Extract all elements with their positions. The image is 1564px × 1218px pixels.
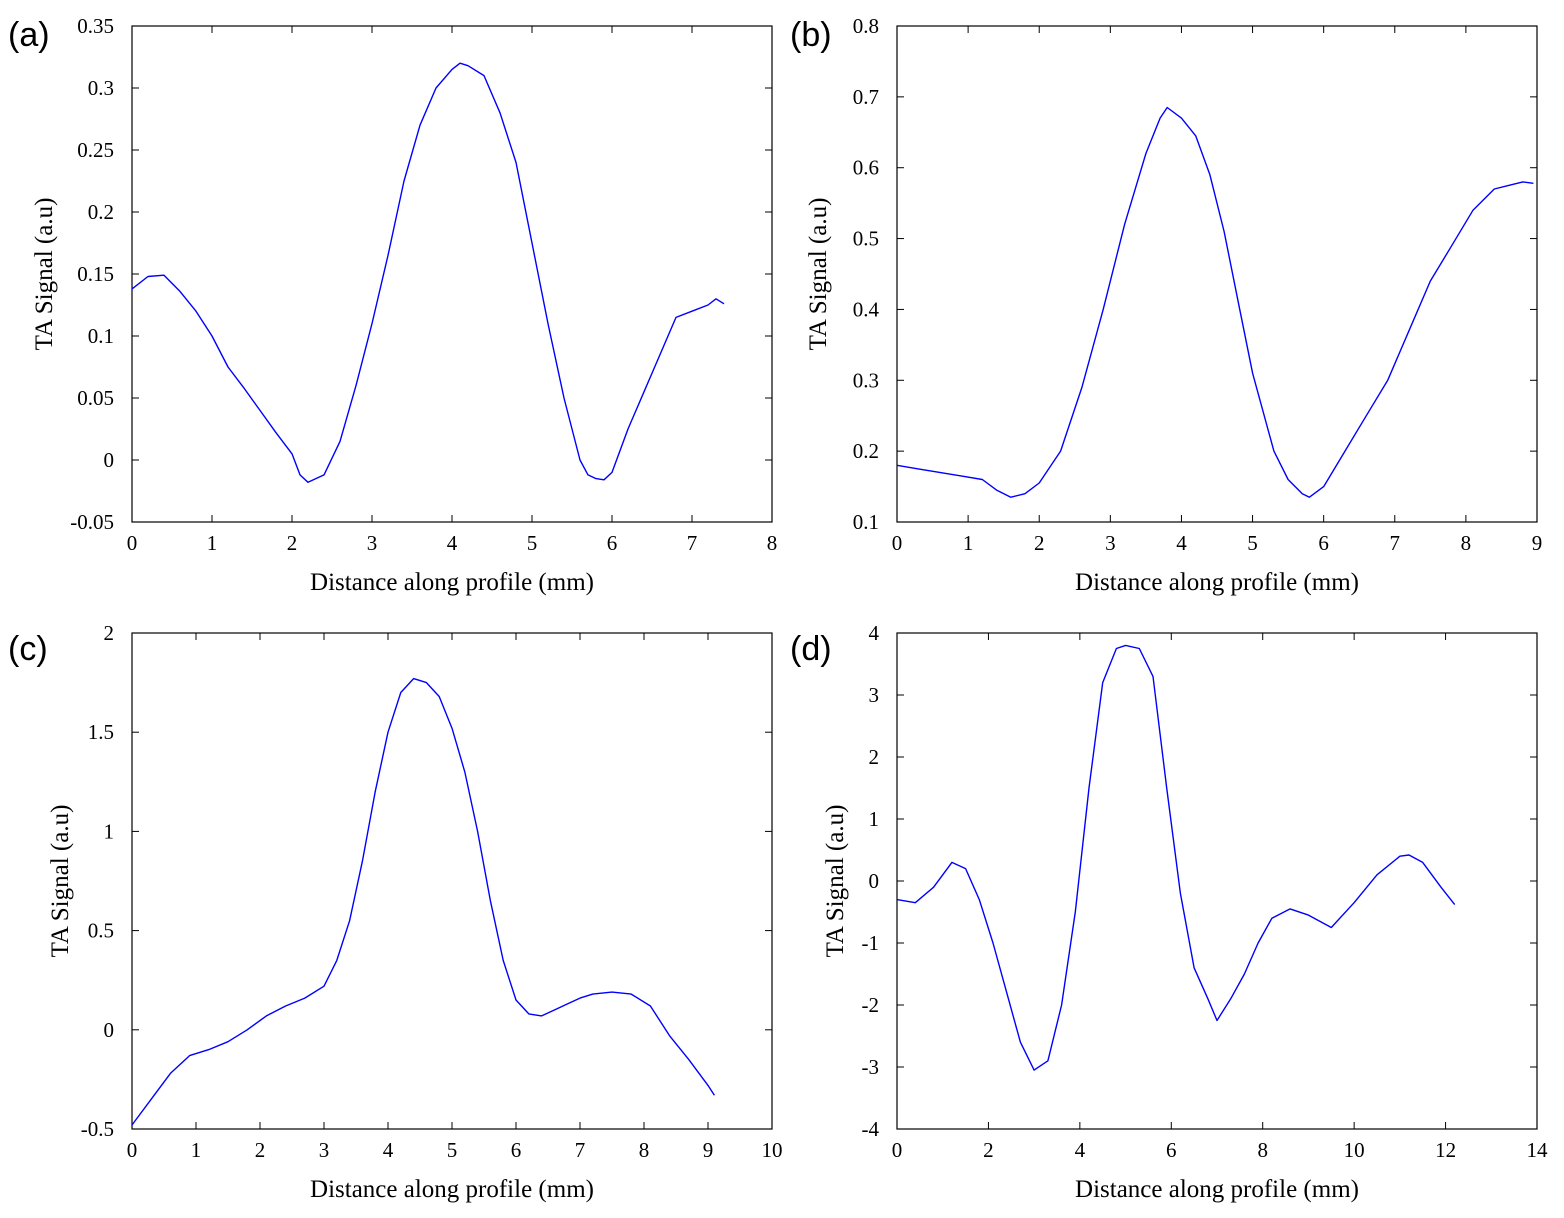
- y-tick-label: 0.7: [853, 85, 879, 109]
- chart-panel-1: (a) 0 1 2 3 4 5 6 7 8 -0.05 0 0.05 0.1 0.15 0.2 0.25 0.3 0…: [8, 14, 777, 596]
- x-tick-label: 1: [963, 531, 974, 555]
- y-tick-label: 0.3: [88, 76, 114, 100]
- y-tick-label: 0.15: [77, 262, 114, 286]
- x-tick-label: 8: [639, 1138, 650, 1162]
- y-tick-label: 1: [869, 807, 880, 831]
- y-tick-label: 0: [104, 448, 115, 472]
- x-tick-label: 2: [255, 1138, 266, 1162]
- x-tick-label: 3: [319, 1138, 330, 1162]
- chart-panel-3: (c) 0 1 2 3 4 5 6 7 8 9 10 -0.5 0 0.5 1 1.5 2 Distance alo…: [8, 621, 783, 1203]
- x-tick-label: 2: [983, 1138, 994, 1162]
- y-axis-title: TA Signal (a.u): [822, 805, 849, 958]
- x-tick-label: 9: [703, 1138, 714, 1162]
- y-tick-label: 0.6: [853, 156, 879, 180]
- plot-frame: [131, 632, 773, 1130]
- x-tick-label: 10: [762, 1138, 783, 1162]
- x-tick-label: 8: [1461, 531, 1472, 555]
- y-tick-label: 1.5: [88, 720, 114, 744]
- x-tick-label: 1: [191, 1138, 202, 1162]
- y-tick-label: -0.5: [81, 1117, 114, 1141]
- y-tick-label: 3: [869, 683, 880, 707]
- x-tick-label: 6: [1318, 531, 1329, 555]
- y-tick-label: 0: [104, 1018, 115, 1042]
- x-tick-label: 4: [1176, 531, 1187, 555]
- x-axis-title: Distance along profile (mm): [1075, 1176, 1359, 1203]
- x-tick-label: 6: [1166, 1138, 1177, 1162]
- x-tick-label: 10: [1344, 1138, 1365, 1162]
- y-tick-label: 0: [869, 869, 880, 893]
- x-tick-label: 8: [1257, 1138, 1268, 1162]
- x-tick-label: 3: [367, 531, 378, 555]
- y-tick-label: -4: [862, 1117, 880, 1141]
- x-tick-label: 6: [511, 1138, 522, 1162]
- y-tick-label: 0.5: [88, 919, 114, 943]
- y-tick-label: 0.1: [88, 324, 114, 348]
- y-tick-label: 4: [869, 621, 880, 645]
- y-tick-label: -3: [862, 1055, 880, 1079]
- y-tick-label: 0.8: [853, 14, 879, 38]
- panel-label: (c): [8, 630, 48, 668]
- y-tick-label: 0.05: [77, 386, 114, 410]
- panel-label: (a): [8, 16, 50, 54]
- x-tick-label: 2: [1034, 531, 1045, 555]
- x-tick-label: 4: [1075, 1138, 1086, 1162]
- series-line: [896, 644, 1456, 1071]
- x-tick-label: 7: [687, 531, 698, 555]
- y-tick-label: 0.2: [853, 439, 879, 463]
- y-tick-label: 0.25: [77, 138, 114, 162]
- y-tick-label: -1: [862, 931, 880, 955]
- x-tick-label: 0: [892, 1138, 903, 1162]
- x-tick-label: 5: [447, 1138, 458, 1162]
- y-tick-label: 0.1: [853, 510, 879, 534]
- x-tick-label: 7: [1390, 531, 1401, 555]
- y-tick-label: 0.35: [77, 14, 114, 38]
- x-tick-label: 6: [607, 531, 618, 555]
- x-tick-label: 4: [447, 531, 458, 555]
- x-tick-label: 5: [1247, 531, 1258, 555]
- chart-panel-2: (b) 0 1 2 3 4 5 6 7 8 9 0.1 0.2 0.3 0.4 0.5 0.6 0.7 0.8 Dis…: [790, 14, 1542, 596]
- y-tick-label: -2: [862, 993, 880, 1017]
- x-tick-label: 3: [1105, 531, 1116, 555]
- x-axis-title: Distance along profile (mm): [1075, 569, 1359, 596]
- series-line: [131, 677, 715, 1126]
- x-axis-title: Distance along profile (mm): [310, 569, 594, 596]
- x-tick-label: 1: [207, 531, 218, 555]
- x-tick-label: 7: [575, 1138, 586, 1162]
- y-tick-label: 0.4: [853, 297, 880, 321]
- y-axis-title: TA Signal (a.u): [47, 805, 74, 958]
- panel-label: (d): [790, 630, 832, 668]
- series-line: [896, 106, 1534, 498]
- y-tick-label: 0.5: [853, 227, 879, 251]
- x-tick-label: 0: [127, 1138, 138, 1162]
- plot-frame: [896, 632, 1538, 1130]
- x-tick-label: 12: [1435, 1138, 1456, 1162]
- x-tick-label: 9: [1532, 531, 1543, 555]
- x-tick-label: 2: [287, 531, 298, 555]
- x-tick-label: 14: [1527, 1138, 1549, 1162]
- x-tick-label: 4: [383, 1138, 394, 1162]
- y-tick-label: 1: [104, 819, 115, 843]
- plot-frame: [896, 25, 1538, 523]
- y-axis-title: TA Signal (a.u): [805, 198, 832, 351]
- y-tick-label: 0.2: [88, 200, 114, 224]
- x-tick-label: 0: [892, 531, 903, 555]
- y-axis-title: TA Signal (a.u): [31, 198, 58, 351]
- x-tick-label: 0: [127, 531, 138, 555]
- y-tick-label: 2: [869, 745, 880, 769]
- y-tick-label: -0.05: [70, 510, 114, 534]
- series-line: [131, 62, 725, 483]
- x-axis-title: Distance along profile (mm): [310, 1176, 594, 1203]
- y-tick-label: 0.3: [853, 368, 879, 392]
- plot-frame: [131, 25, 773, 523]
- x-tick-label: 8: [767, 531, 778, 555]
- x-tick-label: 5: [527, 531, 538, 555]
- panel-label: (b): [790, 16, 832, 54]
- y-tick-label: 2: [104, 621, 115, 645]
